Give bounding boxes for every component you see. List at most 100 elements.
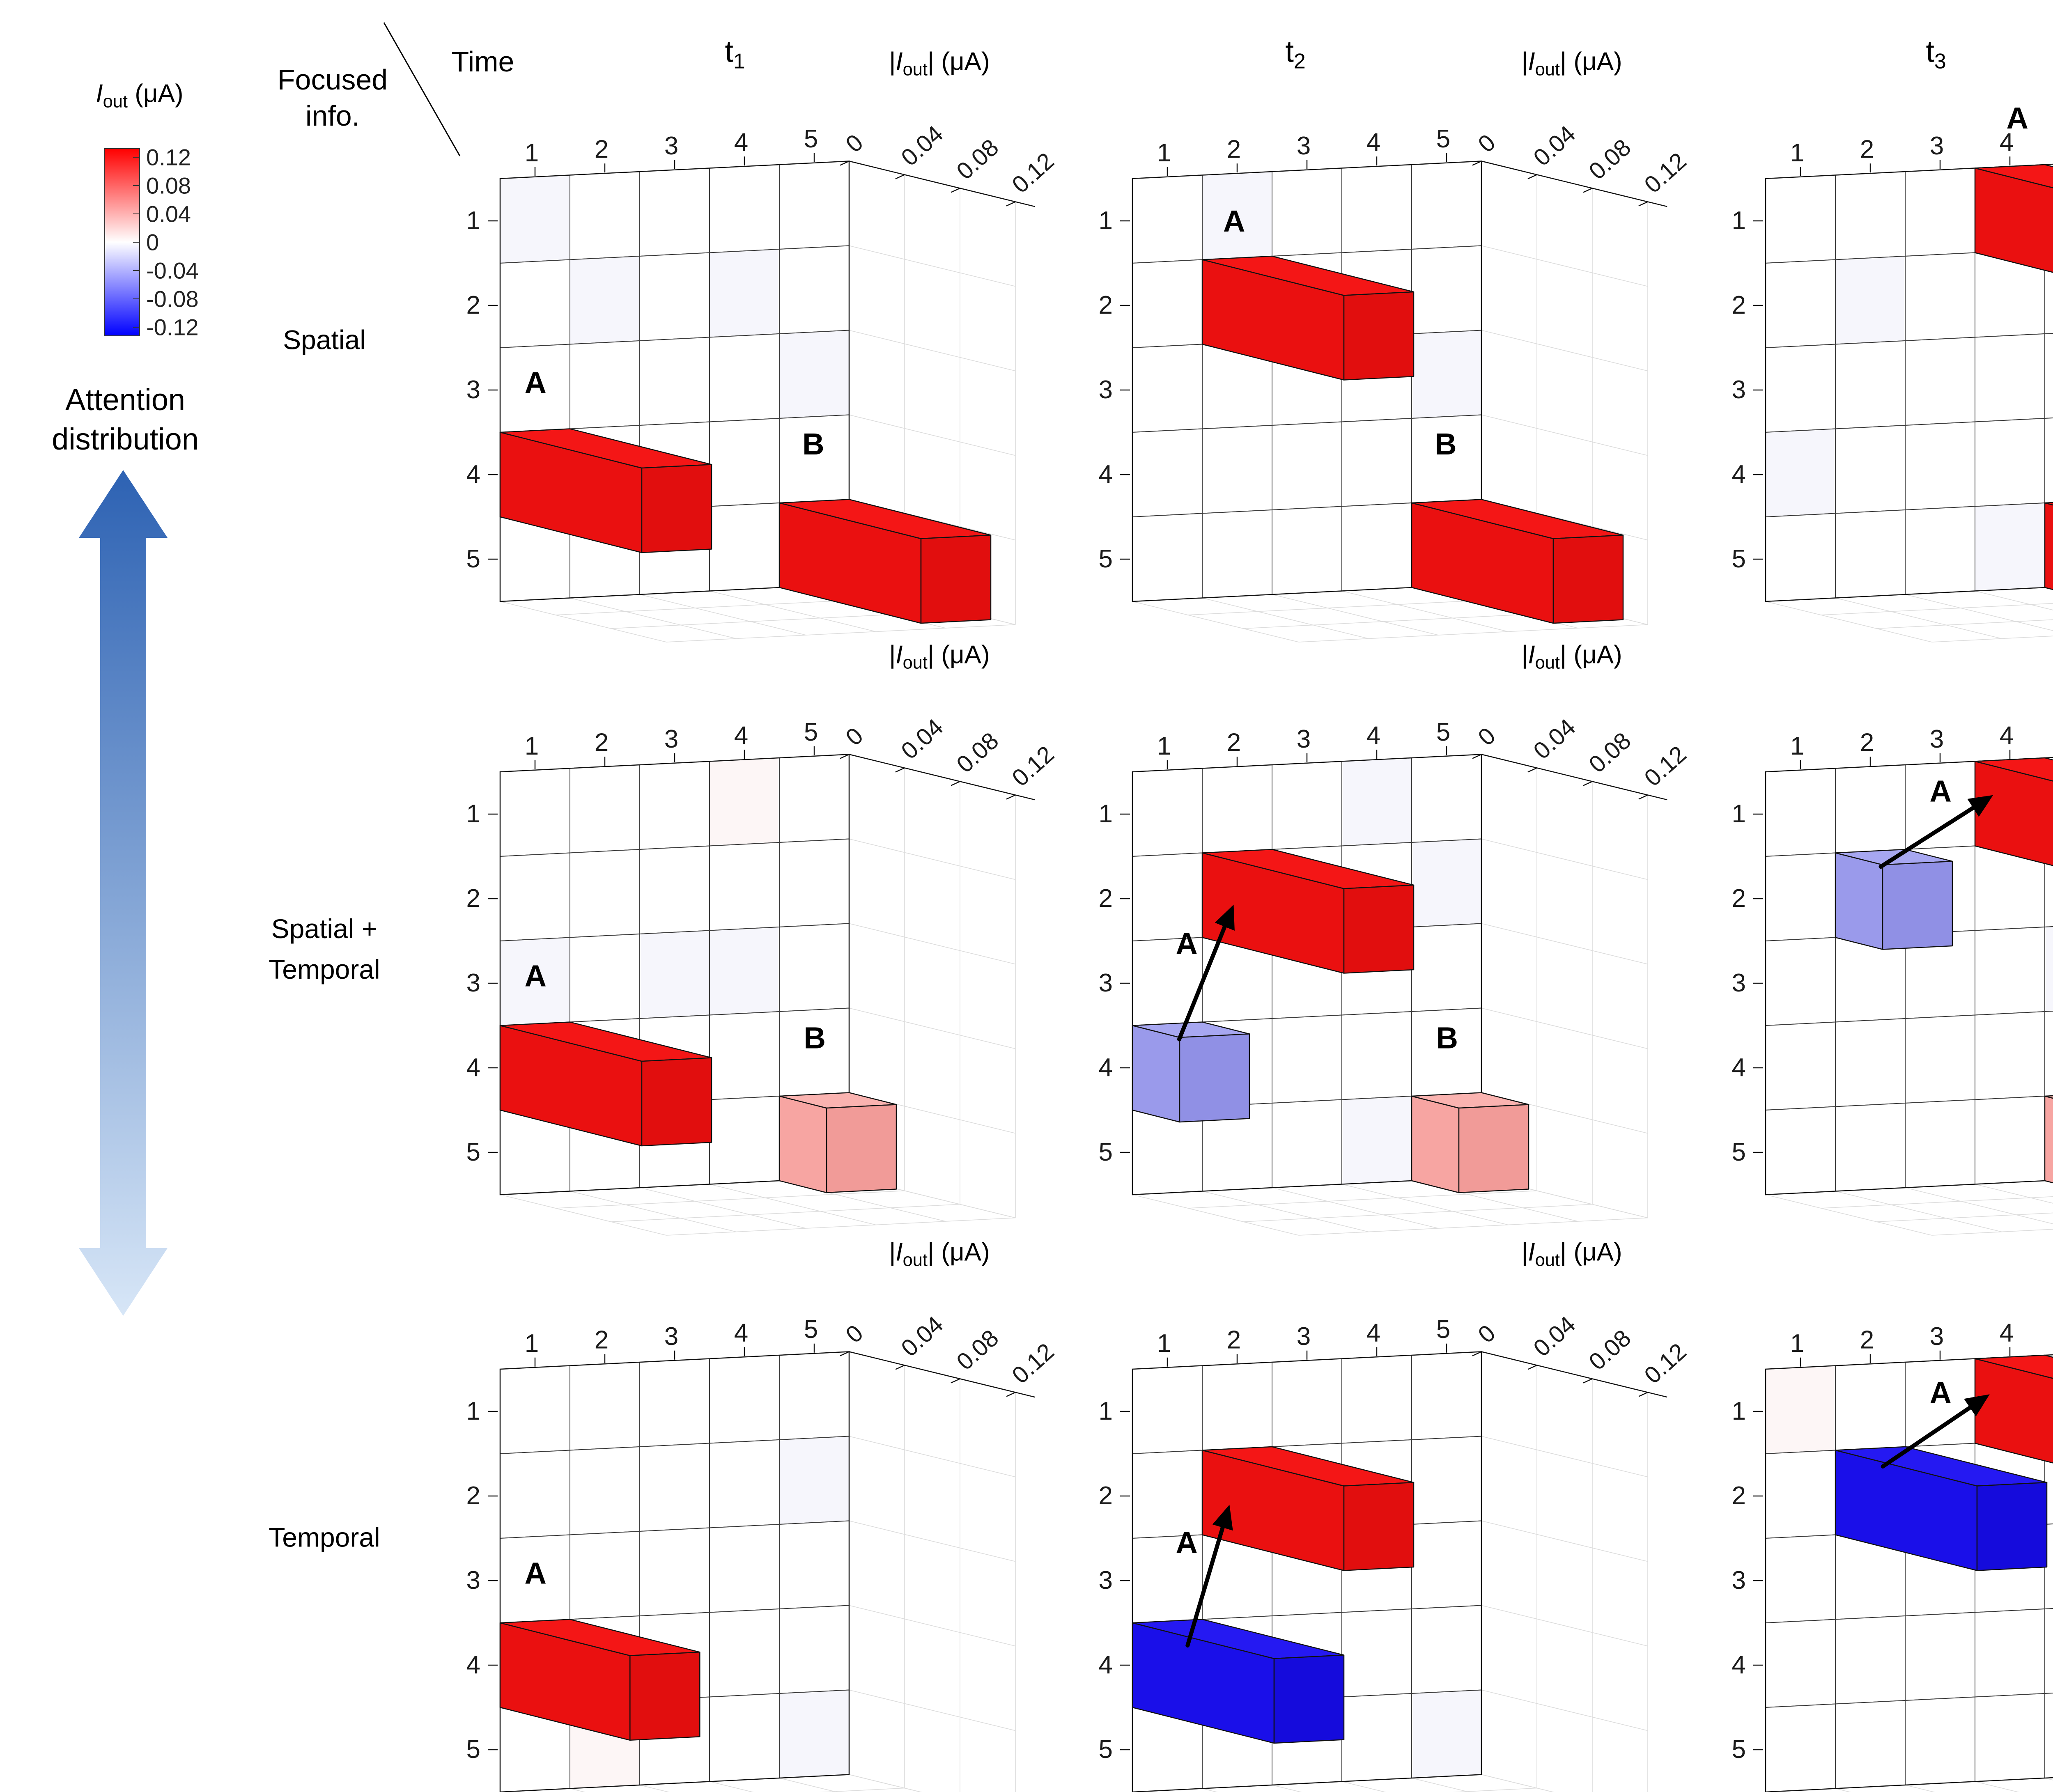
x-tick-label: 5 [804, 1315, 818, 1344]
bar-side-face [1974, 167, 2053, 273]
x-tick-label: 3 [664, 725, 678, 753]
grid-cell-r2c3 [639, 252, 710, 342]
grid-cell-r4c1 [1132, 428, 1203, 518]
x-tick-label: 1 [525, 732, 539, 760]
faint-grid-line [2044, 587, 2053, 590]
grid-cell-r4c4 [1341, 1011, 1412, 1100]
faint-grid-line [1481, 414, 1648, 456]
panel-spatial-temporal-t2: 0 0.04 0.08 0.12 1 2 3 4 5 1 2 3 4 5 A B [1099, 714, 1692, 1236]
faint-grid-line [1243, 1204, 1593, 1222]
grid-cell-r2c2 [570, 849, 640, 938]
grid-cell-r5c3 [1272, 1099, 1342, 1189]
faint-grid-line [849, 1520, 1016, 1562]
faint-grid-line [1452, 1787, 1537, 1792]
grid-cell-r1c3 [1272, 167, 1342, 257]
grid-cell-r1c3 [639, 167, 710, 257]
grid-cell-r1c1 [1132, 768, 1203, 857]
x-tick-label: 3 [664, 1322, 678, 1351]
value-axis-tick-mark [1006, 1392, 1016, 1397]
faint-grid-line [1481, 838, 1648, 880]
grid-cell-r5c2 [1835, 1700, 1906, 1789]
x-tick-label: 2 [1860, 728, 1874, 757]
x-tick-label: 4 [2000, 721, 2014, 750]
x-tick-label: 4 [1366, 1319, 1380, 1347]
y-tick-label: 5 [466, 1735, 480, 1764]
grid-cell-r2c4 [709, 248, 780, 338]
grid-cell-r5c5 [1411, 1689, 1482, 1779]
grid-cell-r5c4 [1341, 502, 1412, 592]
bar-side-face [1132, 1025, 1180, 1123]
grid-cell-r1c1 [1765, 768, 1836, 857]
faint-grid-line [1975, 590, 2053, 610]
value-axis-tick-label: 0.08 [951, 727, 1004, 778]
y-tick-label: 1 [1099, 207, 1113, 235]
grid-cell-r5c3 [1905, 506, 1975, 595]
faint-grid-line [1341, 590, 1509, 632]
grid-cell-r3c5 [779, 923, 850, 1012]
grid-cell-r2c1 [500, 259, 570, 349]
attention-shift-arrow-head [1215, 904, 1235, 931]
faint-grid-line [1481, 1774, 1555, 1792]
grid-cell-r5c4 [1975, 1693, 2045, 1782]
bar-r1c4 [1974, 757, 2053, 866]
grid-cell-r2c1 [1132, 259, 1203, 349]
faint-grid-line [849, 1774, 922, 1792]
value-axis-tick-mark [1583, 188, 1593, 193]
grid-cell-r5c4 [709, 1095, 780, 1185]
value-axis-tick-label: 0.04 [1528, 714, 1580, 764]
grid-cell-r5c1 [1765, 1106, 1836, 1195]
faint-grid-line [639, 594, 806, 636]
x-tick-label: 5 [1436, 1315, 1450, 1344]
grid-cell-r1c3 [1272, 1358, 1342, 1448]
faint-grid-line [849, 1436, 1016, 1478]
y-tick-label: 3 [1099, 969, 1113, 997]
value-axis-tick-label: 0.04 [1528, 1311, 1580, 1362]
x-tick-label: 4 [734, 1319, 748, 1347]
x-tick-label: 4 [734, 721, 748, 750]
grid-cell-r1c5 [779, 1351, 850, 1441]
x-tick-label: 1 [1157, 1329, 1171, 1358]
y-tick-label: 5 [1099, 545, 1113, 573]
faint-grid-line [1905, 594, 2053, 631]
grid-cell-r2c2 [570, 255, 640, 345]
grid-cell-r3c2 [570, 340, 640, 429]
faint-grid-line [1298, 1217, 1648, 1236]
y-tick-label: 1 [1732, 800, 1746, 828]
value-axis-tick-mark [1583, 1378, 1593, 1384]
grid-cell-r4c5 [2044, 417, 2053, 504]
grid-cell-r1c1 [500, 1365, 570, 1455]
y-tick-label: 2 [1099, 884, 1113, 913]
faint-grid-line [1765, 601, 1932, 642]
y-tick-label: 2 [466, 1482, 480, 1510]
grid-cell-r5c2 [1835, 509, 1906, 599]
grid-cell-r4c4 [1975, 418, 2045, 507]
faint-grid-line [1835, 1788, 1851, 1792]
value-axis-tick-label: 0.12 [1007, 147, 1059, 198]
bar-label-B: B [1435, 427, 1456, 461]
y-tick-label: 2 [1099, 291, 1113, 319]
grid-cell-r3c5 [779, 1520, 850, 1610]
grid-cell-r3c2 [570, 933, 640, 1023]
grid-cell-r1c3 [639, 761, 710, 850]
value-axis-tick-label: 0.04 [896, 120, 948, 171]
grid-cell-r2c2 [1835, 255, 1906, 345]
attention-shift-arrow-shaft [1881, 1401, 1978, 1469]
x-tick-label: 3 [1297, 132, 1311, 160]
grid-cell-r1c3 [1905, 167, 1975, 257]
value-axis-tick-mark [951, 1378, 960, 1384]
grid-cell-r4c4 [709, 418, 780, 507]
faint-grid-line [1876, 619, 2053, 629]
grid-cell-r1c2 [1835, 171, 1906, 260]
x-tick-label: 3 [1930, 132, 1944, 160]
panel-spatial-t2: 0 0.04 0.08 0.12 1 2 3 4 5 1 2 3 4 5 A B [1099, 120, 1692, 642]
y-tick-label: 1 [1732, 1397, 1746, 1425]
faint-grid-line [1821, 1196, 2053, 1209]
faint-grid-line [779, 1778, 838, 1792]
y-tick-label: 1 [1732, 207, 1746, 235]
value-axis-line [1481, 161, 1667, 207]
bar-r5c5 [778, 499, 992, 624]
y-tick-label: 3 [1732, 1566, 1746, 1595]
x-tick-label: 4 [1366, 721, 1380, 750]
y-tick-label: 4 [1099, 460, 1113, 489]
grid-cell-r1c5 [779, 161, 850, 250]
